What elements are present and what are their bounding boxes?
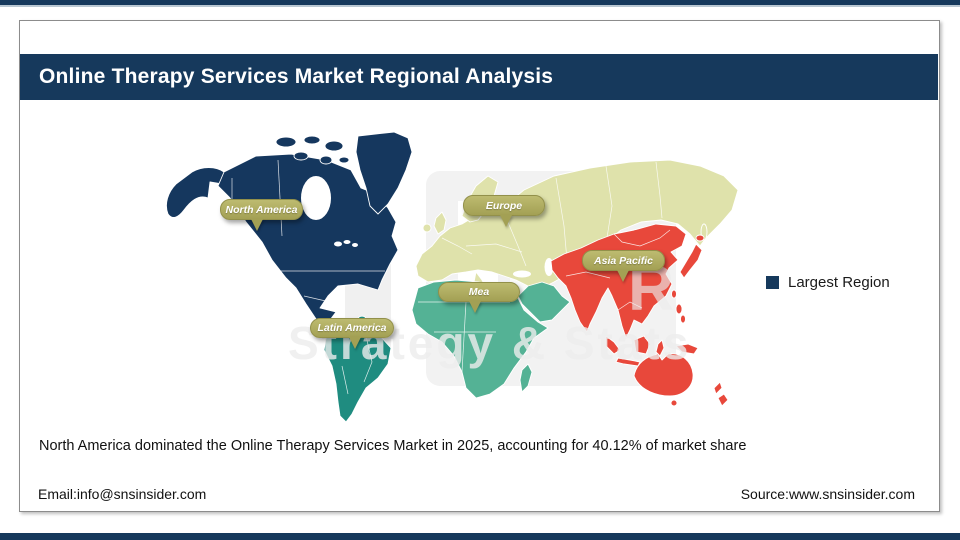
map-label-text: Mea <box>468 286 490 298</box>
map-label-mea: Mea <box>438 282 520 313</box>
page-title: Online Therapy Services Market Regional … <box>39 65 554 88</box>
label-pointer <box>349 337 361 349</box>
legend: Largest Region <box>766 274 890 291</box>
map-label-north-america: North America <box>220 199 303 231</box>
footer-email: Email:info@snsinsider.com <box>38 486 207 502</box>
map-label-europe: Europe <box>463 195 545 227</box>
title-bar: Online Therapy Services Market Regional … <box>20 54 938 100</box>
region-mea-shape <box>411 279 571 399</box>
map-label-text: Asia Pacific <box>594 254 653 267</box>
map-label-text: Europe <box>485 199 523 212</box>
caption: North America dominated the Online Thera… <box>39 438 747 454</box>
map-label-latin-america: Latin America <box>310 318 394 349</box>
country-borders <box>231 159 385 303</box>
footer-source: Source:www.snsinsider.com <box>740 486 915 502</box>
world-map: R Strategy & Stats North America Europe … <box>20 21 938 510</box>
label-pointer <box>251 219 263 231</box>
region-north-america-shape <box>166 131 413 323</box>
map-label-text: North America <box>225 203 298 216</box>
sea-shapes <box>301 176 358 247</box>
label-pointer <box>617 270 629 282</box>
legend-swatch <box>766 276 779 289</box>
map-label-asia-pacific: Asia Pacific <box>582 250 665 282</box>
label-pointer <box>469 301 481 313</box>
top-accent-line <box>0 5 960 7</box>
country-borders <box>565 229 671 311</box>
bottom-accent-strip <box>0 533 960 540</box>
country-borders <box>341 335 373 395</box>
top-accent-strip <box>0 0 960 5</box>
content-card: Online Therapy Services Market Regional … <box>19 20 940 512</box>
label-pointer <box>500 215 512 227</box>
legend-label: Largest Region <box>788 274 890 291</box>
map-label-text: Latin America <box>317 322 387 334</box>
